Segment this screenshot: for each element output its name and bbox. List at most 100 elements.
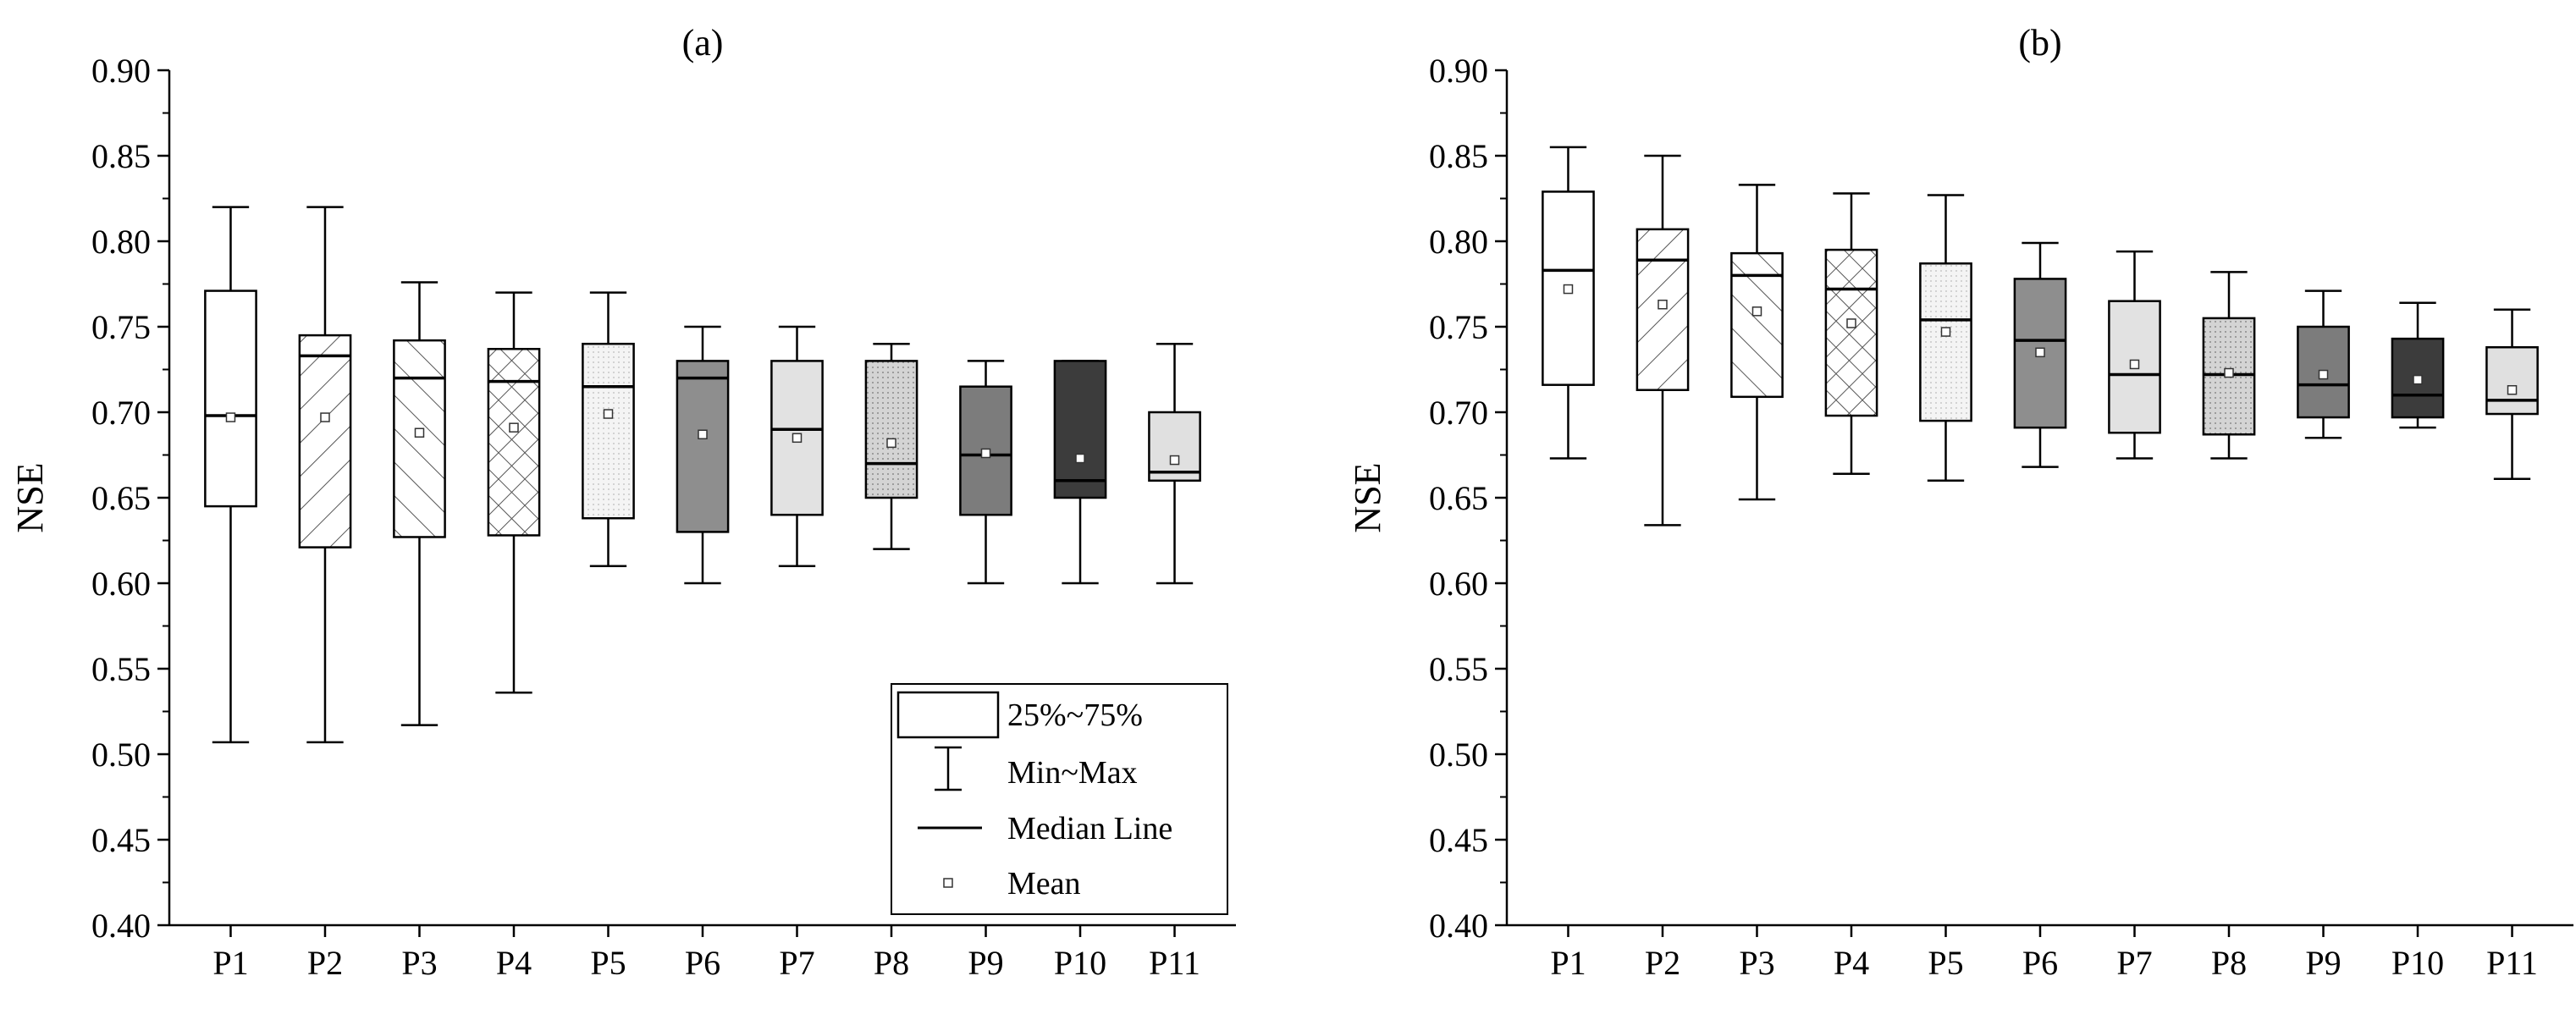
x-tick-label: P8 bbox=[874, 944, 909, 982]
iqr-box bbox=[1730, 251, 1784, 399]
iqr-box bbox=[1824, 248, 1878, 417]
mean-marker bbox=[1563, 284, 1574, 295]
y-tick-label: 0.90 bbox=[1429, 52, 1488, 90]
iqr-box bbox=[676, 360, 730, 533]
x-tick-label: P11 bbox=[1149, 944, 1200, 982]
y-tick-label: 0.60 bbox=[91, 565, 151, 603]
iqr-box bbox=[582, 342, 635, 520]
mean-marker bbox=[2129, 359, 2140, 370]
y-axis-title: NSE bbox=[9, 462, 51, 532]
x-tick-label: P3 bbox=[401, 944, 437, 982]
y-tick-label: 0.40 bbox=[91, 907, 151, 945]
x-tick-label: P9 bbox=[968, 944, 1003, 982]
y-tick-label: 0.65 bbox=[91, 479, 151, 517]
x-tick-label: P4 bbox=[496, 944, 532, 982]
mean-marker bbox=[1940, 327, 1951, 337]
legend-mean-swatch bbox=[943, 878, 953, 888]
box-P1 bbox=[204, 206, 257, 744]
box-P6 bbox=[676, 325, 730, 585]
y-tick-label: 0.75 bbox=[1429, 308, 1488, 346]
y-tick-label: 0.55 bbox=[1429, 650, 1488, 688]
box-P5 bbox=[1919, 194, 1972, 482]
panel-title: (a) bbox=[682, 22, 724, 63]
x-tick-label: P2 bbox=[1645, 944, 1680, 982]
legend-label-mean: Mean bbox=[1007, 866, 1081, 901]
box-P4 bbox=[1824, 192, 1878, 475]
x-tick-label: P11 bbox=[2486, 944, 2538, 982]
y-tick-label: 0.45 bbox=[1429, 821, 1488, 859]
mean-marker bbox=[1846, 318, 1856, 328]
mean-marker bbox=[414, 427, 425, 438]
mean-marker bbox=[2413, 374, 2423, 385]
box-P3 bbox=[1730, 184, 1784, 501]
x-tick-label: P8 bbox=[2211, 944, 2247, 982]
iqr-box bbox=[864, 360, 918, 499]
x-tick-label: P10 bbox=[2391, 944, 2444, 982]
x-tick-label: P7 bbox=[779, 944, 814, 982]
iqr-box bbox=[1148, 411, 1201, 482]
y-tick-label: 0.70 bbox=[91, 394, 151, 432]
mean-marker bbox=[1751, 306, 1762, 317]
box-P8 bbox=[2202, 271, 2256, 460]
mean-marker bbox=[225, 412, 236, 422]
box-P7 bbox=[770, 325, 824, 568]
mean-marker bbox=[509, 422, 519, 433]
x-tick-label: P5 bbox=[590, 944, 626, 982]
x-tick-label: P7 bbox=[2116, 944, 2152, 982]
legend-whisker-swatch bbox=[935, 746, 962, 791]
mean-marker bbox=[1169, 455, 1180, 466]
iqr-box bbox=[487, 348, 541, 537]
box-P10 bbox=[2391, 301, 2445, 429]
mean-marker bbox=[792, 433, 803, 444]
legend-box-swatch bbox=[896, 691, 1000, 739]
legend-label-whisker: Min~Max bbox=[1007, 755, 1138, 791]
box-P4 bbox=[487, 291, 541, 694]
x-tick-label: P1 bbox=[1550, 944, 1586, 982]
mean-marker bbox=[1075, 453, 1085, 464]
iqr-box bbox=[1636, 228, 1690, 391]
iqr-box bbox=[1053, 360, 1107, 499]
box-P6 bbox=[2013, 241, 2067, 468]
y-tick-label: 0.40 bbox=[1429, 907, 1488, 945]
mean-marker bbox=[698, 429, 708, 440]
panel-title: (b) bbox=[2018, 22, 2061, 63]
x-tick-label: P5 bbox=[1928, 944, 1963, 982]
box-P1 bbox=[1542, 146, 1595, 460]
y-tick-label: 0.50 bbox=[1429, 736, 1488, 774]
legend-label-median: Median Line bbox=[1007, 811, 1172, 846]
y-tick-label: 0.55 bbox=[91, 650, 151, 688]
y-axis-title: NSE bbox=[1347, 462, 1388, 532]
mean-marker bbox=[2318, 369, 2329, 380]
y-tick-label: 0.50 bbox=[91, 736, 151, 774]
box-P2 bbox=[298, 206, 352, 744]
y-tick-label: 0.85 bbox=[1429, 137, 1488, 175]
legend-label-box: 25%~75% bbox=[1007, 697, 1143, 733]
y-tick-label: 0.80 bbox=[1429, 223, 1488, 261]
mean-marker bbox=[2507, 384, 2518, 395]
iqr-box bbox=[2485, 345, 2539, 416]
x-tick-label: P1 bbox=[212, 944, 248, 982]
y-tick-label: 0.85 bbox=[91, 137, 151, 175]
legend: 25%~75% Min~Max Median Line Mean bbox=[891, 683, 1228, 915]
y-tick-label: 0.60 bbox=[1429, 565, 1488, 603]
box-P11 bbox=[1148, 342, 1201, 585]
iqr-box bbox=[298, 334, 352, 549]
box-P9 bbox=[2297, 289, 2350, 439]
x-tick-label: P4 bbox=[1834, 944, 1869, 982]
mean-marker bbox=[886, 438, 896, 449]
mean-marker bbox=[2035, 347, 2045, 358]
y-tick-label: 0.70 bbox=[1429, 394, 1488, 432]
iqr-box bbox=[204, 289, 257, 508]
mean-marker bbox=[320, 412, 330, 422]
x-tick-label: P6 bbox=[685, 944, 720, 982]
y-tick-label: 0.90 bbox=[91, 52, 151, 90]
y-tick-label: 0.45 bbox=[91, 821, 151, 859]
box-P5 bbox=[582, 291, 635, 568]
box-P10 bbox=[1053, 360, 1107, 585]
box-P11 bbox=[2485, 308, 2539, 481]
x-tick-label: P2 bbox=[307, 944, 343, 982]
mean-marker bbox=[603, 409, 614, 419]
y-tick-label: 0.75 bbox=[91, 308, 151, 346]
box-P2 bbox=[1636, 154, 1690, 527]
